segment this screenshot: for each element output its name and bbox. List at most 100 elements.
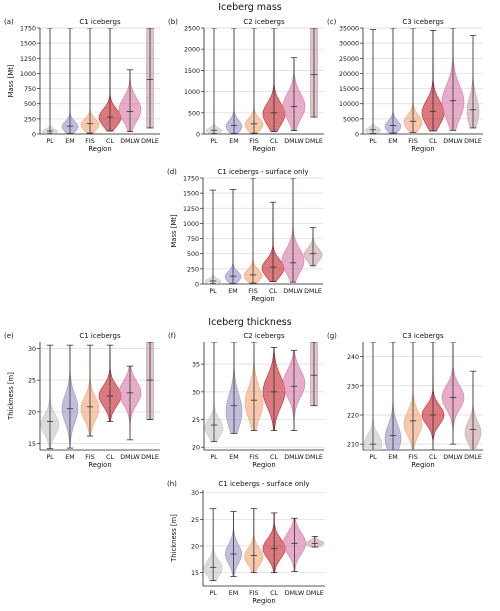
y-axis-label: Mass [Mt] <box>170 214 178 247</box>
chart-panel: 0 250 500 750 1000 1250 1500 1750 PL EM FIS CL DMLW D… <box>167 168 323 303</box>
chart-panel: 15 20 25 30 PL EM FIS CL DMLW DMLE Region Thickness… <box>4 332 160 469</box>
x-tick-label: FIS <box>248 288 257 295</box>
x-tick-label: FIS <box>408 138 417 145</box>
y-axis-label: Mass [Mt] <box>7 64 15 97</box>
y-tick-label: 10000 <box>339 101 359 108</box>
y-tick-label: 20 <box>28 409 36 416</box>
y-tick-label: 750 <box>24 86 36 93</box>
y-tick-label: 30000 <box>339 41 359 48</box>
violin-group <box>42 28 154 134</box>
panel-title: C2 icebergs <box>243 18 285 26</box>
y-tick-label: 0 <box>355 132 359 139</box>
y-tick-label: 35000 <box>339 26 359 33</box>
x-axis-label: Region <box>411 461 434 469</box>
panel-title: C1 icebergs - surface only <box>217 168 308 176</box>
panel-title: C1 icebergs <box>79 18 121 26</box>
y-tick-label: 1000 <box>20 71 36 78</box>
chart-panel: 210 220 230 240 PL EM FIS CL DMLW DMLE Region C3 ic… <box>327 332 483 469</box>
x-tick-label: DMLE <box>305 454 323 461</box>
y-tick-label: 1750 <box>183 176 199 183</box>
x-tick-label: FIS <box>85 454 94 461</box>
x-tick-label: CL <box>270 590 278 597</box>
x-tick-label: DMLW <box>283 288 303 295</box>
panel-label: (e) <box>4 332 14 340</box>
y-tick-label: 1250 <box>183 206 199 213</box>
x-tick-label: EM <box>65 138 74 145</box>
x-axis-label: Region <box>252 145 275 153</box>
section-title-thickness: Iceberg thickness <box>208 317 292 328</box>
x-tick-label: CL <box>270 138 278 145</box>
y-tick-label: 25 <box>28 378 36 385</box>
x-tick-label: PL <box>369 138 377 145</box>
x-tick-label: DMLW <box>285 590 305 597</box>
y-tick-label: 1500 <box>183 191 199 198</box>
x-tick-label: EM <box>65 454 74 461</box>
chart-panel: 20 25 30 35 PL EM FIS CL DMLW DMLE Region C2 iceber… <box>168 332 324 469</box>
y-tick-label: 750 <box>187 236 199 243</box>
x-tick-label: FIS <box>249 590 258 597</box>
x-tick-label: EM <box>388 454 397 461</box>
x-tick-label: DMLW <box>284 138 304 145</box>
chart-panel: 0 5000 10000 15000 20000 25000 30000 35000 PL EM F… <box>327 18 483 153</box>
y-tick-label: 20 <box>191 544 199 551</box>
y-tick-label: 25000 <box>339 56 359 63</box>
x-tick-label: DMLW <box>443 138 463 145</box>
panel-label: (g) <box>327 332 337 340</box>
x-tick-label: PL <box>210 138 218 145</box>
x-tick-label: PL <box>209 288 217 295</box>
x-axis-label: Region <box>411 145 434 153</box>
x-tick-label: FIS <box>408 454 417 461</box>
x-tick-label: CL <box>429 138 437 145</box>
violin-group <box>40 342 154 450</box>
x-tick-label: EM <box>229 454 238 461</box>
panel-title: C2 icebergs <box>243 332 285 340</box>
y-tick-label: 2500 <box>184 26 200 33</box>
x-tick-label: DMLE <box>464 138 482 145</box>
panel-title: C1 icebergs - surface only <box>218 480 309 488</box>
y-tick-label: 1500 <box>184 68 200 75</box>
y-tick-label: 25 <box>192 417 200 424</box>
y-tick-label: 0 <box>196 132 200 139</box>
panel-label: (c) <box>327 18 337 26</box>
panel-label: (a) <box>4 18 14 26</box>
x-tick-label: CL <box>106 138 114 145</box>
y-tick-label: 1750 <box>20 26 36 33</box>
x-tick-label: FIS <box>249 454 258 461</box>
y-tick-label: 230 <box>347 383 359 390</box>
x-tick-label: PL <box>210 590 218 597</box>
x-tick-label: DMLW <box>120 454 140 461</box>
x-tick-label: EM <box>228 288 237 295</box>
y-tick-label: 250 <box>24 116 36 123</box>
panel-title: C1 icebergs <box>79 332 121 340</box>
y-tick-label: 15 <box>191 570 199 577</box>
violin-group <box>364 28 480 134</box>
y-tick-label: 1500 <box>20 41 36 48</box>
y-tick-label: 30 <box>28 346 36 353</box>
x-tick-label: PL <box>210 454 218 461</box>
violin-group <box>205 178 323 284</box>
y-tick-label: 5000 <box>343 116 359 123</box>
x-tick-label: CL <box>429 454 437 461</box>
y-tick-label: 1000 <box>184 89 200 96</box>
y-tick-label: 30 <box>192 389 200 396</box>
panel-title: C3 icebergs <box>402 18 444 26</box>
violin-group <box>204 342 318 443</box>
x-axis-label: Region <box>252 461 275 469</box>
x-tick-label: CL <box>270 454 278 461</box>
chart-panel: 0 250 500 750 1000 1250 1500 1750 PL EM FIS CL DMLW D… <box>4 18 160 153</box>
x-axis-label: Region <box>252 597 275 605</box>
y-tick-label: 25 <box>191 517 199 524</box>
x-tick-label: DMLW <box>443 454 463 461</box>
y-tick-label: 1000 <box>183 221 199 228</box>
chart-panel: 0 500 1000 1500 2000 2500 PL EM FIS CL DMLW DMLE Reg… <box>168 18 324 153</box>
y-tick-label: 240 <box>347 354 359 361</box>
x-tick-label: DMLE <box>306 590 324 597</box>
x-tick-label: PL <box>46 454 54 461</box>
x-axis-label: Region <box>88 461 111 469</box>
y-tick-label: 210 <box>347 442 359 449</box>
x-tick-label: DMLE <box>464 454 482 461</box>
x-tick-label: CL <box>269 288 277 295</box>
x-tick-label: DMLE <box>304 288 322 295</box>
violin-group <box>205 28 318 134</box>
